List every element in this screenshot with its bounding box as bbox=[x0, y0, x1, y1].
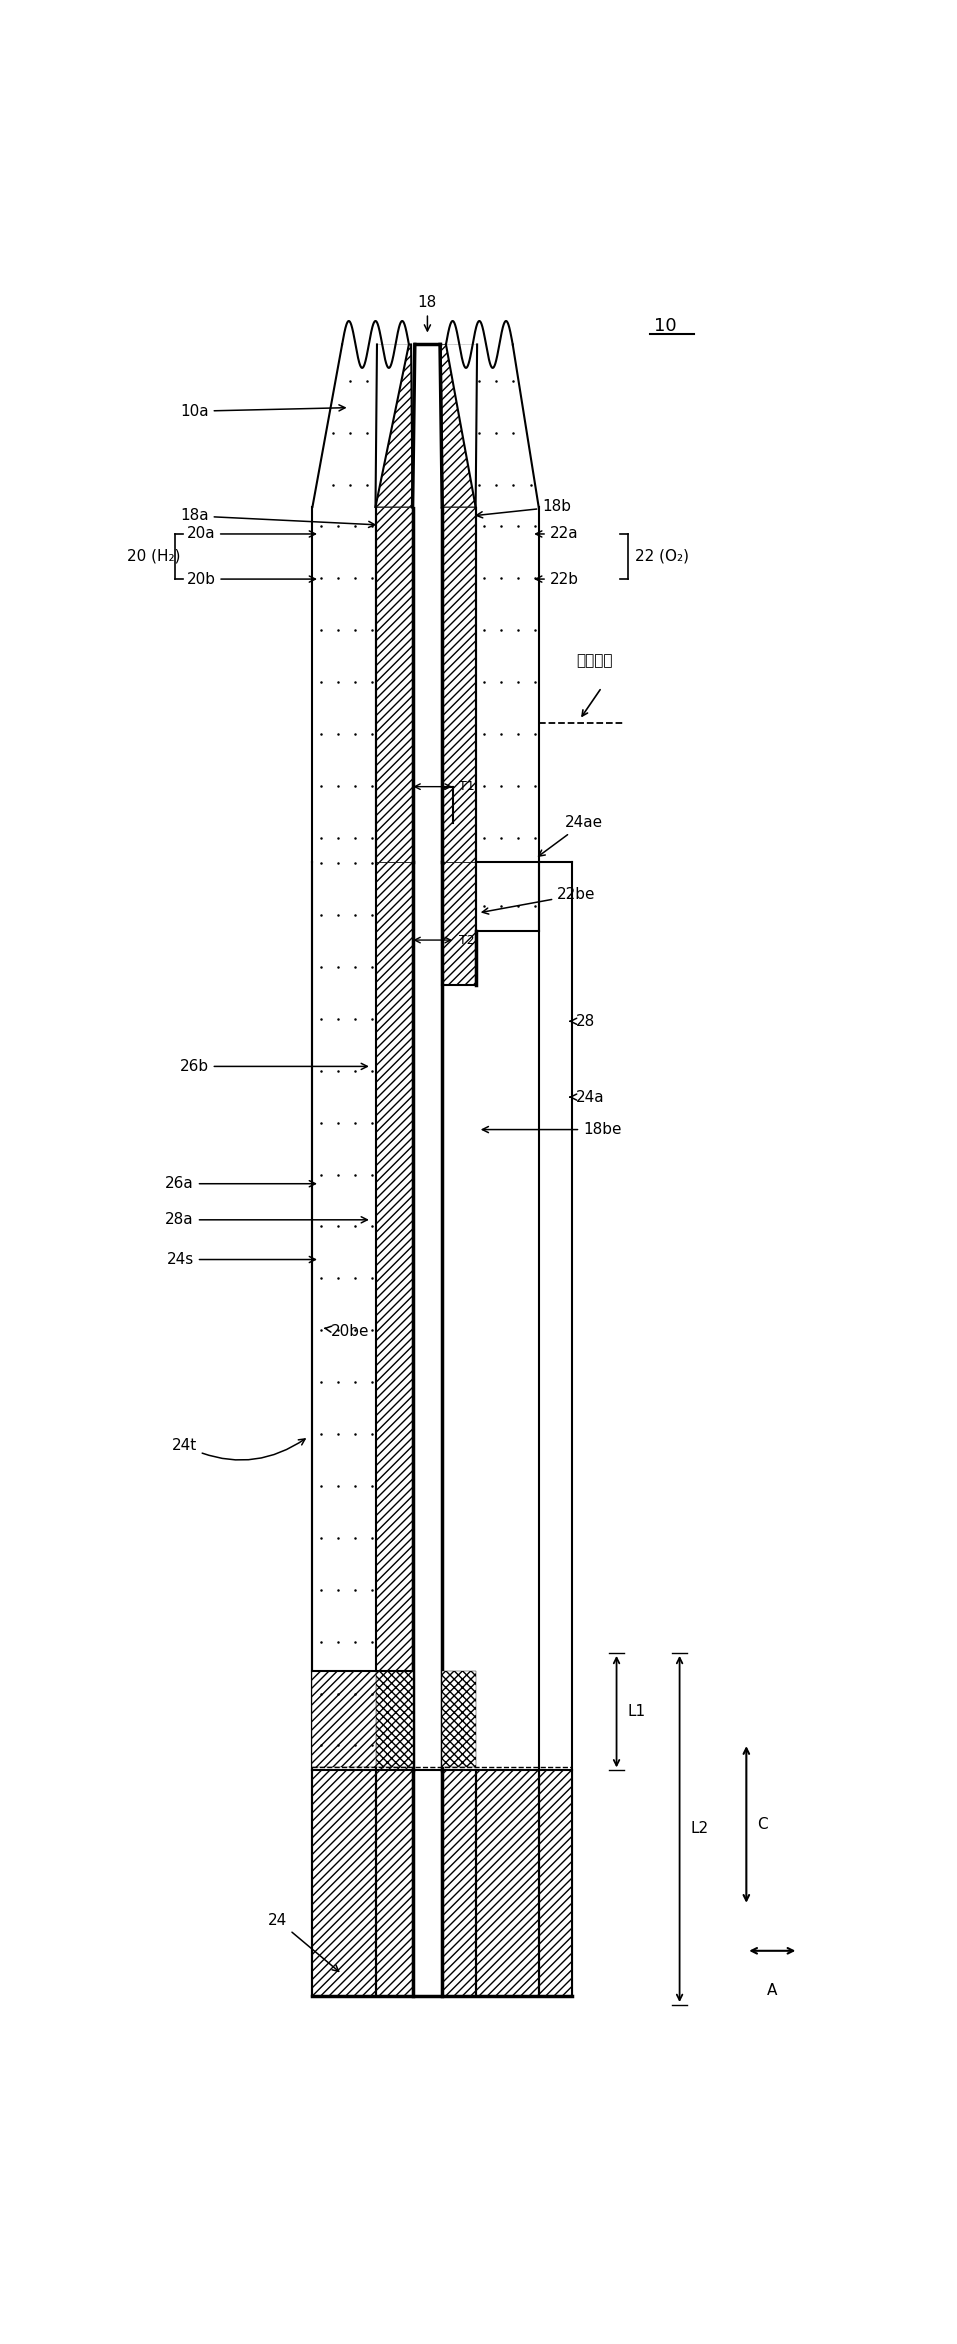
Text: 22b: 22b bbox=[536, 572, 579, 586]
Bar bbox=[442, 506, 476, 863]
Text: 22be: 22be bbox=[482, 888, 595, 914]
Text: T2: T2 bbox=[459, 933, 475, 947]
Bar bbox=[442, 1671, 476, 1767]
Bar bbox=[442, 1770, 476, 1997]
Text: 18be: 18be bbox=[482, 1123, 622, 1137]
Text: L2: L2 bbox=[691, 1821, 709, 1835]
Text: 28: 28 bbox=[570, 1015, 595, 1029]
Polygon shape bbox=[313, 506, 375, 863]
Polygon shape bbox=[476, 506, 539, 863]
Bar bbox=[375, 863, 412, 1770]
Text: 20 (H₂): 20 (H₂) bbox=[127, 548, 181, 563]
Text: 28a: 28a bbox=[166, 1212, 367, 1228]
Bar bbox=[375, 1671, 412, 1767]
Text: T1: T1 bbox=[459, 781, 475, 792]
Text: 10a: 10a bbox=[180, 403, 345, 420]
Text: 18: 18 bbox=[418, 295, 437, 331]
Bar bbox=[375, 506, 412, 863]
Text: 26a: 26a bbox=[165, 1177, 316, 1191]
Text: C: C bbox=[758, 1817, 768, 1833]
Bar bbox=[375, 1770, 412, 1997]
Text: 20a: 20a bbox=[187, 527, 316, 541]
Polygon shape bbox=[412, 345, 442, 506]
Polygon shape bbox=[412, 506, 442, 863]
Polygon shape bbox=[313, 863, 375, 1770]
Polygon shape bbox=[446, 345, 539, 506]
Polygon shape bbox=[441, 345, 478, 506]
Text: L1: L1 bbox=[628, 1704, 646, 1718]
Bar bbox=[476, 1770, 539, 1997]
Text: 24: 24 bbox=[268, 1913, 339, 1971]
Polygon shape bbox=[412, 863, 442, 1770]
Text: 18b: 18b bbox=[477, 499, 571, 518]
Polygon shape bbox=[539, 863, 572, 1997]
Text: A: A bbox=[768, 1983, 777, 1999]
Bar bbox=[313, 1770, 375, 1997]
Polygon shape bbox=[446, 321, 513, 368]
Bar bbox=[313, 1671, 375, 1767]
Text: 18a: 18a bbox=[180, 509, 375, 527]
Text: 26b: 26b bbox=[180, 1059, 367, 1074]
Text: 24a: 24a bbox=[570, 1090, 605, 1104]
Polygon shape bbox=[375, 345, 412, 506]
Polygon shape bbox=[476, 863, 539, 931]
Bar bbox=[442, 863, 476, 984]
Polygon shape bbox=[343, 321, 409, 368]
Text: 発電区域: 発電区域 bbox=[576, 654, 612, 668]
Text: 22a: 22a bbox=[536, 527, 578, 541]
Text: 24ae: 24ae bbox=[539, 816, 603, 856]
Text: 24s: 24s bbox=[167, 1252, 316, 1268]
Polygon shape bbox=[313, 345, 409, 506]
Text: 20b: 20b bbox=[187, 572, 316, 586]
Bar bbox=[539, 1770, 572, 1997]
Text: 22 (O₂): 22 (O₂) bbox=[635, 548, 689, 563]
Text: 24t: 24t bbox=[171, 1437, 305, 1460]
Polygon shape bbox=[412, 1770, 442, 1997]
Text: 10: 10 bbox=[654, 316, 677, 335]
Text: 20be: 20be bbox=[325, 1324, 369, 1338]
